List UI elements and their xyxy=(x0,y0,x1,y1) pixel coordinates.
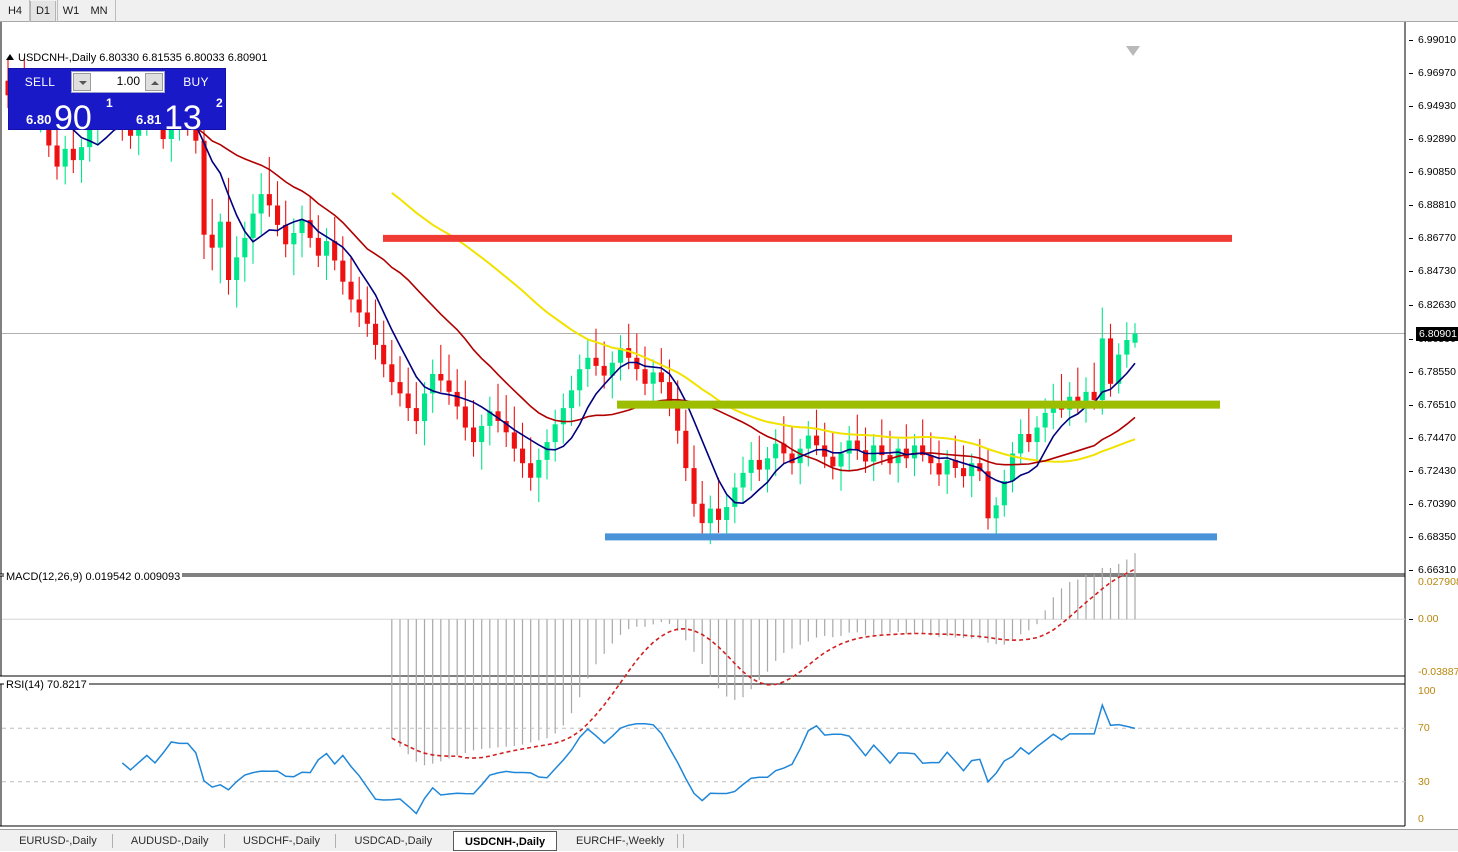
price-axis-label: 6.84730 xyxy=(1418,265,1456,278)
volume-decrease-button[interactable] xyxy=(73,73,91,91)
buy-price-main: 13 xyxy=(164,99,202,130)
price-axis-tick xyxy=(1409,139,1413,141)
price-axis-label: 6.90850 xyxy=(1418,166,1456,179)
price-axis-label: 6.96970 xyxy=(1418,67,1456,80)
price-axis-tick xyxy=(1409,40,1413,41)
toolbar-divider xyxy=(115,0,116,22)
rsi-axis-label: 100 xyxy=(1418,685,1436,697)
price-axis-label: 6.76510 xyxy=(1418,398,1456,411)
price-axis-tick xyxy=(1409,536,1413,538)
price-axis-tick xyxy=(1409,570,1413,571)
rsi-axis-label: 0 xyxy=(1418,813,1424,825)
buy-price-prefix: 6.81 xyxy=(136,112,162,127)
macd-axis-label: -0.03887 xyxy=(1418,666,1458,678)
price-axis[interactable]: 6.99010 6.96970 6.94930 6.92890 6.90850 6.888… xyxy=(1408,22,1458,829)
volume-value: 1.00 xyxy=(116,74,140,88)
chart-symbol-text: USDCNH-,Daily 6.80330 6.81535 6.80033 6.… xyxy=(18,52,268,64)
sell-price-prefix: 6.80 xyxy=(26,112,52,127)
price-axis-tick xyxy=(1409,205,1413,207)
timeframe-h4[interactable]: H4 xyxy=(7,5,23,17)
price-axis-label: 6.82630 xyxy=(1418,299,1456,312)
price-axis-tick xyxy=(1409,172,1413,174)
price-axis-label: 6.68350 xyxy=(1418,530,1456,543)
buy-price-fraction: 2 xyxy=(216,96,223,110)
chart-tab-eurusd[interactable]: EURUSD-,Daily xyxy=(19,835,97,847)
sell-price-display[interactable]: 6.80 90 1 xyxy=(10,95,118,130)
price-axis-tick xyxy=(1409,305,1413,307)
price-axis-label: 6.74470 xyxy=(1418,431,1456,444)
price-axis-label: 6.92890 xyxy=(1418,133,1456,146)
toolbar-divider xyxy=(57,0,58,22)
price-axis-tick xyxy=(1409,404,1413,406)
tab-divider xyxy=(223,834,225,848)
price-axis-tick xyxy=(1409,371,1413,373)
current-price-tag: 6.80901 xyxy=(1416,326,1458,341)
chart-tab-eurchf[interactable]: EURCHF-,Weekly xyxy=(575,835,665,847)
collapse-triangle-icon[interactable] xyxy=(6,54,14,60)
macd-axis-label: 0.027908 xyxy=(1418,576,1458,588)
tab-divider xyxy=(335,834,337,848)
price-axis-label: 6.72430 xyxy=(1418,464,1456,477)
toolbar-divider xyxy=(29,0,30,22)
sell-price-fraction: 1 xyxy=(106,96,113,110)
trade-panel-top: SELL 1.00 BUY xyxy=(9,69,227,95)
price-chart-canvas[interactable] xyxy=(0,22,1458,829)
price-axis-tick xyxy=(1409,271,1413,273)
price-axis-tick xyxy=(1409,437,1413,439)
macd-axis-tick xyxy=(1409,619,1413,621)
price-axis-tick xyxy=(1409,503,1413,505)
price-axis-tick xyxy=(1409,106,1413,108)
chart-tab-usdchf[interactable]: USDCHF-,Daily xyxy=(242,835,320,847)
chart-tab-audusd[interactable]: AUDUSD-,Daily xyxy=(130,835,209,847)
chart-tab-bar[interactable]: EURUSD-,Daily AUDUSD-,Daily USDCHF-,Daily U… xyxy=(0,829,1458,851)
sell-button[interactable]: SELL xyxy=(24,75,56,89)
macd-axis-label: 0.00 xyxy=(1418,613,1439,626)
price-axis-label: 6.78550 xyxy=(1418,365,1456,378)
price-axis-label: 6.66310 xyxy=(1418,564,1456,576)
volume-input[interactable]: 1.00 xyxy=(71,71,165,93)
chart-tab-usdcad[interactable]: USDCAD-,Daily xyxy=(354,835,433,847)
volume-increase-button[interactable] xyxy=(145,73,163,91)
price-axis-label: 6.94930 xyxy=(1418,100,1456,113)
price-axis-tick xyxy=(1409,73,1413,75)
chart-symbol-header: USDCNH-,Daily 6.80330 6.81535 6.80033 6.… xyxy=(6,52,268,64)
price-axis-tick xyxy=(1409,470,1413,472)
chart-area[interactable]: USDCNH-,Daily 6.80330 6.81535 6.80033 6.… xyxy=(0,22,1458,843)
timeframe-d1[interactable]: D1 xyxy=(30,1,56,21)
one-click-trade-panel[interactable]: SELL 1.00 BUY 6.80 90 1 6.81 13 2 xyxy=(8,68,226,130)
buy-button[interactable]: BUY xyxy=(183,75,209,89)
price-axis-label: 6.99010 xyxy=(1418,34,1456,46)
tab-divider xyxy=(677,834,679,848)
tab-divider xyxy=(683,834,685,848)
macd-caption: MACD(12,26,9) 0.019542 0.009093 xyxy=(4,571,183,583)
timeframe-toolbar: H4 D1 W1 MN xyxy=(0,0,1458,22)
tab-divider xyxy=(111,834,113,848)
rsi-axis-label: 30 xyxy=(1418,775,1430,788)
timeframe-mn[interactable]: MN xyxy=(90,5,108,17)
sell-price-main: 90 xyxy=(54,99,92,130)
price-axis-label: 6.88810 xyxy=(1418,199,1456,212)
chart-tab-usdcnh[interactable]: USDCNH-,Daily xyxy=(453,831,557,851)
price-axis-tick xyxy=(1409,338,1413,340)
rsi-caption: RSI(14) 70.8217 xyxy=(4,679,89,691)
price-axis-label: 6.86770 xyxy=(1418,232,1456,245)
price-axis-tick xyxy=(1409,238,1413,240)
timeframe-w1[interactable]: W1 xyxy=(62,5,80,17)
price-axis-label: 6.70390 xyxy=(1418,497,1456,510)
rsi-axis-label: 70 xyxy=(1418,722,1430,735)
buy-price-display[interactable]: 6.81 13 2 xyxy=(120,95,226,130)
